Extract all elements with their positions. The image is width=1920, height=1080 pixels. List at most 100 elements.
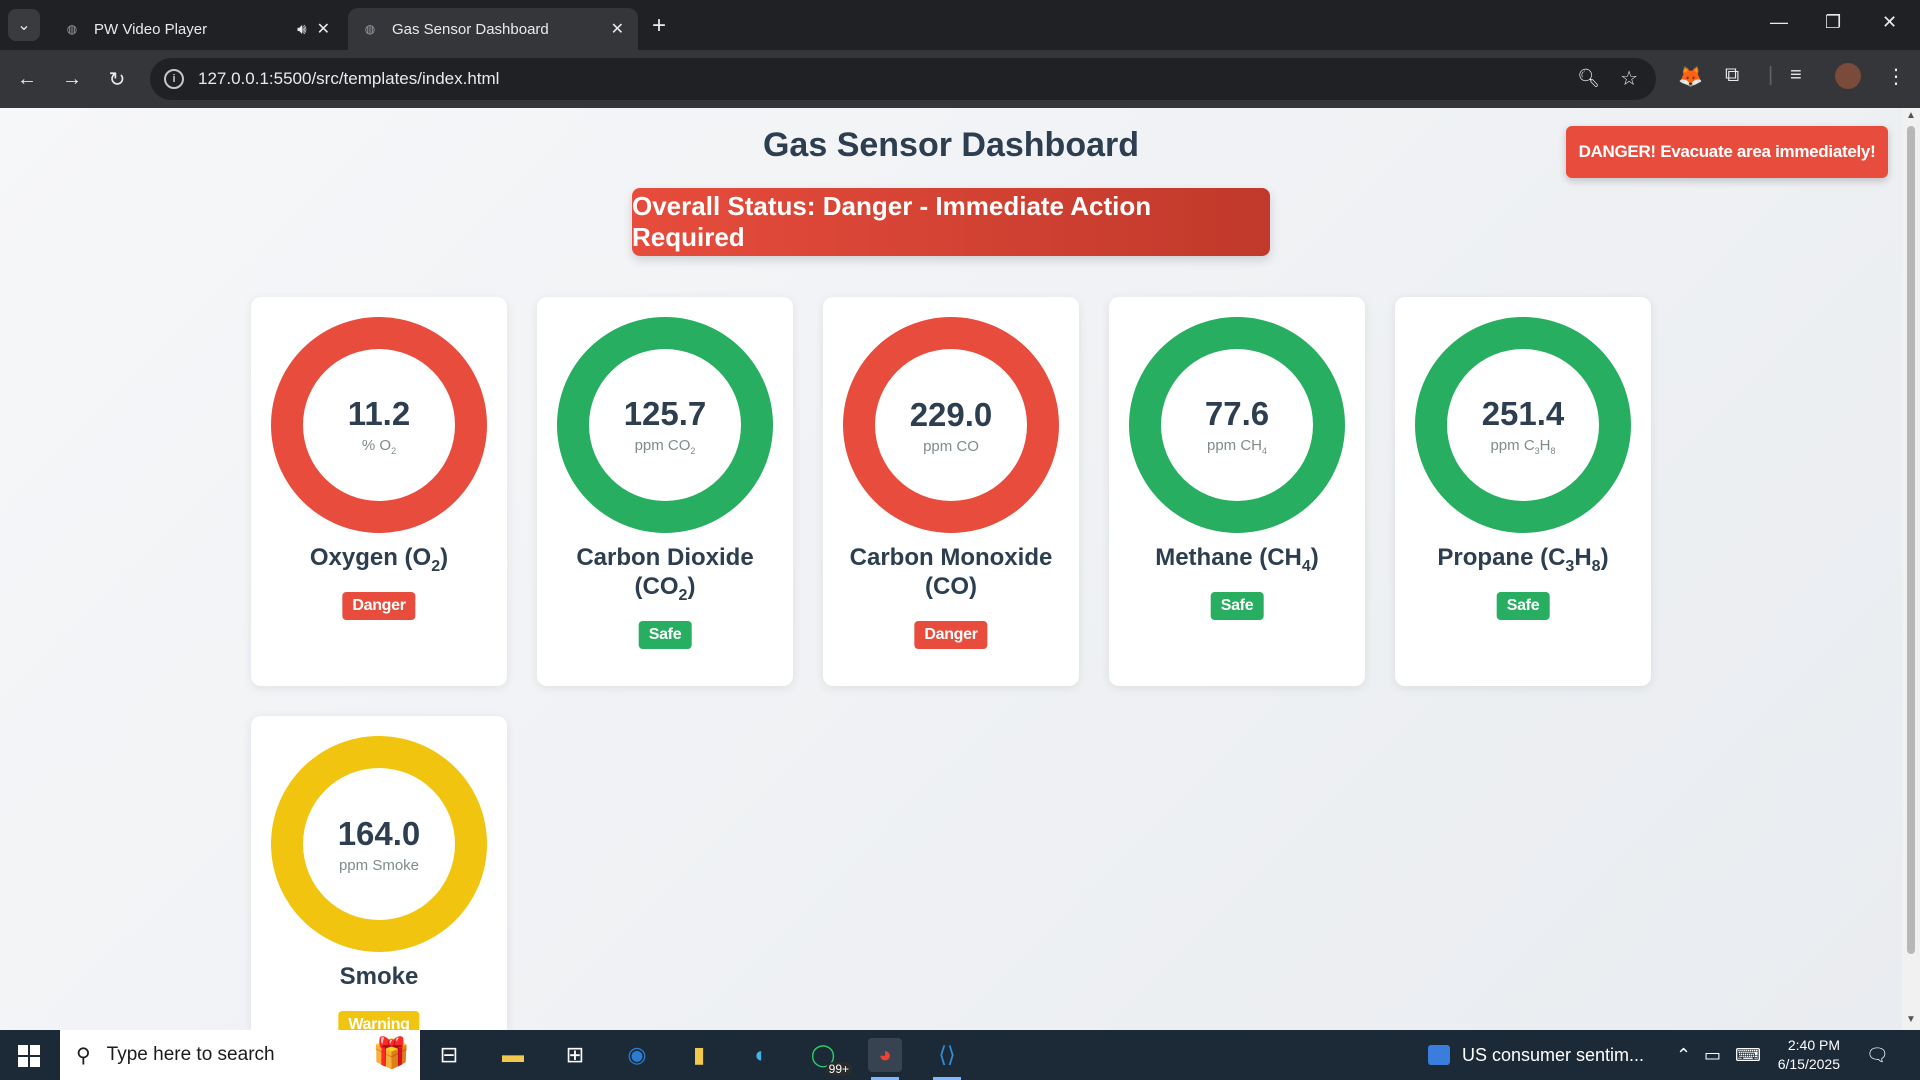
sensor-name: Carbon Dioxide (CO2) [576,544,754,604]
overall-status-banner: Overall Status: Danger - Immediate Actio… [632,188,1270,256]
new-tab-button[interactable]: + [652,12,667,39]
gauge-ring: 229.0 ppm CO [843,317,1059,533]
tab-strip: ⌄ ◍ PW Video Player 🔊︎ ✕ ◍ Gas Sensor Da… [0,0,1920,50]
extensions-puzzle-icon[interactable]: ⧉ [1725,64,1740,86]
page-scrollbar[interactable]: ▲ ▼ [1902,108,1920,1030]
arrow-left-icon: ← [17,67,37,90]
danger-alert: DANGER! Evacuate area immediately! [1566,126,1888,178]
sensor-value: 164.0 [337,814,421,852]
gauge-center: 229.0 ppm CO [875,349,1027,501]
windows-start-button[interactable] [18,1045,40,1067]
keyboard-icon[interactable]: ⌨ [1735,1044,1761,1065]
url-text: 127.0.0.1:5500/src/templates/index.html [198,69,500,88]
sensor-card-carbon-dioxide: 125.7 ppm CO2 Carbon Dioxide (CO2) Safe [537,297,793,686]
tab-title: PW Video Player [94,20,208,38]
restore-button[interactable]: ❐ [1825,12,1842,32]
sensor-name: Carbon Monoxide (CO) [849,544,1053,600]
status-badge: Safe [638,621,692,649]
gauge-ring: 77.6 ppm CH4 [1129,317,1345,533]
file-explorer-icon[interactable]: ▬ [502,1042,524,1067]
whatsapp-badge: 99+ [825,1062,852,1076]
close-icon[interactable]: ✕ [316,21,330,38]
sensor-card-methane: 77.6 ppm CH4 Methane (CH4) Safe [1109,297,1365,686]
search-placeholder: Type here to search [106,1044,275,1065]
close-icon[interactable]: ✕ [610,21,624,38]
sensor-card-carbon-monoxide: 229.0 ppm CO Carbon Monoxide (CO) Danger [823,297,1079,686]
system-clock[interactable]: 2:40 PM 6/15/2025 [1762,1036,1840,1074]
status-badge: Safe [1496,592,1550,620]
zoom-icon[interactable]: 🔍︎ [1577,68,1600,88]
arrow-right-icon: → [62,67,82,90]
sensor-card-propane: 251.4 ppm C3H8 Propane (C3H8) Safe [1395,297,1651,686]
sensor-unit: ppm CH4 [1206,436,1268,456]
sensor-unit: % O2 [361,436,397,456]
vscode-icon[interactable]: ⟨⟩ [930,1038,964,1080]
chevron-up-icon[interactable]: ⌃ [1676,1044,1692,1065]
gauge-center: 11.2 % O2 [303,349,455,501]
gauge-ring: 125.7 ppm CO2 [557,317,773,533]
tab-gas-sensor-dashboard[interactable]: ◍ Gas Sensor Dashboard ✕ [348,8,638,50]
sensor-value: 229.0 [909,395,993,433]
minimize-button[interactable]: — [1770,12,1788,32]
page-title: Gas Sensor Dashboard [762,126,1139,164]
taskbar-search-box[interactable]: ⚲ Type here to search 🎁 [60,1030,420,1080]
sensor-unit: ppm C3H8 [1490,436,1556,456]
gauge-ring: 11.2 % O2 [271,317,487,533]
active-indicator [871,1077,899,1080]
news-text: US consumer sentim... [1462,1044,1645,1065]
sensor-name: Oxygen (O2) [309,544,449,575]
tab-pw-video-player[interactable]: ◍ PW Video Player 🔊︎ ✕ [50,8,344,50]
gauge-center: 251.4 ppm C3H8 [1447,349,1599,501]
clock-date: 6/15/2025 [1777,1056,1840,1072]
browser-toolbar: ← → ↻ i 127.0.0.1:5500/src/templates/ind… [0,50,1920,108]
status-badge: Danger [342,592,416,620]
chevron-down-icon: ⌄ [17,17,31,34]
status-badge: Danger [914,621,988,649]
whatsapp-icon[interactable]: ◯ 99+ [806,1038,852,1076]
status-badge: Safe [1210,592,1264,620]
bookmark-star-icon[interactable]: ☆ [1620,68,1638,90]
outlook-icon[interactable]: ◉ [627,1042,647,1067]
back-button[interactable]: ← [10,62,44,96]
forward-button[interactable]: → [55,62,89,96]
metamask-extension-icon[interactable]: 🦊 [1678,66,1703,88]
gauge-center: 77.6 ppm CH4 [1161,349,1313,501]
sensor-card-oxygen: 11.2 % O2 Oxygen (O2) Danger [251,297,507,686]
speaker-icon[interactable]: 🔊︎ [297,20,307,38]
gauge-ring: 164.0 ppm Smoke [271,736,487,952]
clock-time: 2:40 PM [1787,1037,1840,1053]
news-icon [1428,1045,1450,1065]
close-window-button[interactable]: ✕ [1882,12,1898,32]
address-bar[interactable]: i 127.0.0.1:5500/src/templates/index.htm… [150,58,1656,100]
sensor-unit: ppm CO [923,437,979,455]
toolbar-divider: | [1768,64,1774,86]
dashboard-page: Gas Sensor Dashboard Overall Status: Dan… [0,108,1902,1030]
profile-avatar[interactable] [1835,63,1861,89]
reload-button[interactable]: ↻ [100,62,134,96]
tab-title: Gas Sensor Dashboard [392,20,549,38]
gauge-center: 164.0 ppm Smoke [303,768,455,920]
battery-icon[interactable]: ▭ [1704,1044,1722,1065]
tab-search-button[interactable]: ⌄ [8,9,40,41]
microsoft-store-icon[interactable]: ⊞ [565,1042,585,1067]
edge-icon[interactable]: ◐ [754,1042,768,1067]
sensor-name: Propane (C3H8) [1437,544,1609,575]
power-bi-icon[interactable]: ▮ [692,1042,706,1067]
sensor-value: 125.7 [623,394,707,432]
status-badge: Warning [338,1011,420,1030]
media-control-icon[interactable]: ≡ [1790,64,1802,86]
globe-icon: ◍ [66,22,78,36]
news-widget[interactable]: US consumer sentim... [1428,1030,1644,1080]
menu-kebab-icon[interactable]: ⋮ [1886,66,1906,88]
sensor-name: Smoke [339,963,419,990]
gift-icon: 🎁 [372,1037,410,1070]
scroll-up-arrow-icon[interactable]: ▲ [1906,110,1916,121]
gauge-ring: 251.4 ppm C3H8 [1415,317,1631,533]
scrollbar-thumb[interactable] [1907,126,1915,954]
site-info-icon[interactable]: i [164,69,184,89]
chrome-icon[interactable]: ◕ [868,1038,902,1080]
sensor-value: 251.4 [1481,394,1565,432]
notifications-icon[interactable]: 🗨 [1866,1044,1889,1065]
task-view-icon[interactable]: ⊟ [439,1042,459,1067]
scroll-down-arrow-icon[interactable]: ▼ [1906,1014,1916,1025]
